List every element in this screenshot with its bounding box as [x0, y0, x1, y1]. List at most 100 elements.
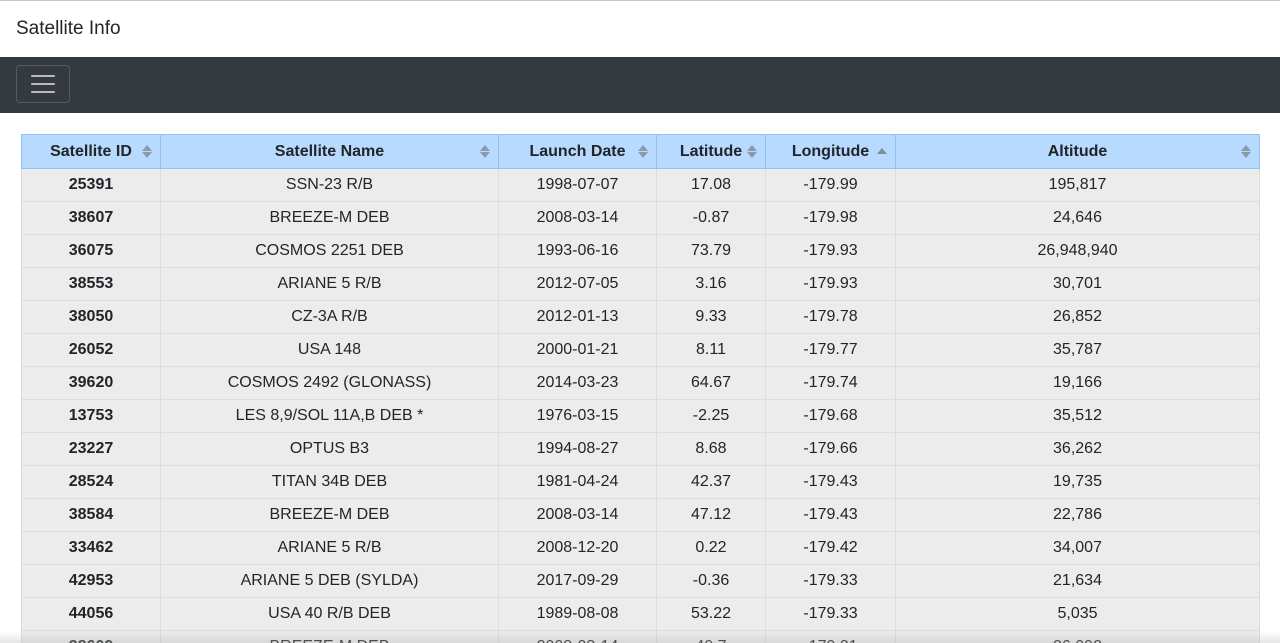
satellite-id-cell: 36075 — [21, 234, 161, 268]
longitude-cell: -179.43 — [765, 498, 896, 532]
longitude-cell: -179.68 — [765, 399, 896, 433]
table-row[interactable]: 26052 USA 148 2000-01-21 8.11 -179.77 35,787 — [21, 333, 1260, 367]
app-header: Satellite Info — [0, 0, 1280, 56]
altitude-cell: 34,007 — [895, 531, 1260, 565]
latitude-cell: 3.16 — [656, 267, 766, 301]
table-row[interactable]: 38050 CZ-3A R/B 2012-01-13 9.33 -179.78 26,85… — [21, 300, 1260, 334]
sort-ascending-icon — [877, 144, 887, 159]
satellite-table: Satellite ID Satellite Name Launch Date Lat… — [21, 134, 1260, 643]
latitude-cell: 17.08 — [656, 168, 766, 202]
column-header-label: Altitude — [1047, 142, 1108, 160]
table-row[interactable]: 39620 COSMOS 2492 (GLONASS) 2014-03-23 64.6… — [21, 366, 1260, 400]
app-title: Satellite Info — [16, 18, 121, 39]
sort-icon — [142, 144, 152, 159]
table-row[interactable]: 38584 BREEZE-M DEB 2008-03-14 47.12 -179.43 2… — [21, 498, 1260, 532]
table-row[interactable]: 38607 BREEZE-M DEB 2008-03-14 -0.87 -179.98 2… — [21, 201, 1260, 235]
table-row[interactable]: 25391 SSN-23 R/B 1998-07-07 17.08 -179.99 195… — [21, 168, 1260, 202]
column-header-label: Satellite ID — [50, 142, 132, 160]
launch-date-cell: 1976-03-15 — [498, 399, 657, 433]
altitude-cell: 19,166 — [895, 366, 1260, 400]
latitude-cell: 64.67 — [656, 366, 766, 400]
longitude-cell: -179.33 — [765, 564, 896, 598]
navbar-toggler-button[interactable] — [16, 65, 70, 103]
satellite-name-cell: BREEZE-M DEB — [160, 201, 499, 235]
launch-date-cell: 2012-07-05 — [498, 267, 657, 301]
satellite-id-cell: 38584 — [21, 498, 161, 532]
launch-date-cell: 2012-01-13 — [498, 300, 657, 334]
altitude-cell: 19,735 — [895, 465, 1260, 499]
launch-date-cell: 2008-03-14 — [498, 630, 657, 643]
satellite-id-cell: 33462 — [21, 531, 161, 565]
table-row[interactable]: 33462 ARIANE 5 R/B 2008-12-20 0.22 -179.42 34… — [21, 531, 1260, 565]
latitude-cell: 73.79 — [656, 234, 766, 268]
latitude-cell: 0.22 — [656, 531, 766, 565]
satellite-name-cell: BREEZE-M DEB — [160, 498, 499, 532]
main-content: Satellite ID Satellite Name Launch Date Lat… — [0, 113, 1280, 643]
altitude-cell: 22,786 — [895, 498, 1260, 532]
satellite-id-cell: 39620 — [21, 366, 161, 400]
satellite-id-cell: 42953 — [21, 564, 161, 598]
satellite-id-cell: 38553 — [21, 267, 161, 301]
latitude-cell: 49.7 — [656, 630, 766, 643]
satellite-id-cell: 38050 — [21, 300, 161, 334]
launch-date-cell: 1998-07-07 — [498, 168, 657, 202]
sort-icon — [1241, 144, 1251, 159]
column-header-latitude[interactable]: Latitude — [656, 134, 766, 169]
column-header-label: Satellite Name — [274, 142, 385, 160]
satellite-id-cell: 13753 — [21, 399, 161, 433]
table-row[interactable]: 28524 TITAN 34B DEB 1981-04-24 42.37 -179.43… — [21, 465, 1260, 499]
altitude-cell: 26,092 — [895, 630, 1260, 643]
table-row[interactable]: 36075 COSMOS 2251 DEB 1993-06-16 73.79 -179.… — [21, 234, 1260, 268]
satellite-name-cell: USA 148 — [160, 333, 499, 367]
satellite-id-cell: 28524 — [21, 465, 161, 499]
satellite-name-cell: OPTUS B3 — [160, 432, 499, 466]
table-row[interactable]: 23227 OPTUS B3 1994-08-27 8.68 -179.66 36,262 — [21, 432, 1260, 466]
column-header-satellite-name[interactable]: Satellite Name — [160, 134, 499, 169]
altitude-cell: 30,701 — [895, 267, 1260, 301]
latitude-cell: 47.12 — [656, 498, 766, 532]
column-header-launch-date[interactable]: Launch Date — [498, 134, 657, 169]
satellite-name-cell: ARIANE 5 DEB (SYLDA) — [160, 564, 499, 598]
longitude-cell: -179.98 — [765, 201, 896, 235]
altitude-cell: 35,512 — [895, 399, 1260, 433]
column-header-longitude[interactable]: Longitude — [765, 134, 896, 169]
launch-date-cell: 2008-03-14 — [498, 498, 657, 532]
satellite-name-cell: LES 8,9/SOL 11A,B DEB * — [160, 399, 499, 433]
longitude-cell: -179.43 — [765, 465, 896, 499]
longitude-cell: -179.31 — [765, 630, 896, 643]
satellite-name-cell: CZ-3A R/B — [160, 300, 499, 334]
column-header-altitude[interactable]: Altitude — [895, 134, 1260, 169]
sort-icon — [747, 144, 757, 159]
column-header-satellite-id[interactable]: Satellite ID — [21, 134, 161, 169]
latitude-cell: 8.68 — [656, 432, 766, 466]
longitude-cell: -179.93 — [765, 267, 896, 301]
satellite-name-cell: COSMOS 2251 DEB — [160, 234, 499, 268]
latitude-cell: 8.11 — [656, 333, 766, 367]
satellite-id-cell: 38609 — [21, 630, 161, 643]
latitude-cell: 9.33 — [656, 300, 766, 334]
satellite-id-cell: 38607 — [21, 201, 161, 235]
launch-date-cell: 1989-08-08 — [498, 597, 657, 631]
table-row[interactable]: 13753 LES 8,9/SOL 11A,B DEB * 1976-03-15 -2… — [21, 399, 1260, 433]
satellite-id-cell: 23227 — [21, 432, 161, 466]
launch-date-cell: 1994-08-27 — [498, 432, 657, 466]
sort-icon — [638, 144, 648, 159]
latitude-cell: -0.87 — [656, 201, 766, 235]
table-row[interactable]: 38553 ARIANE 5 R/B 2012-07-05 3.16 -179.93 30… — [21, 267, 1260, 301]
latitude-cell: -0.36 — [656, 564, 766, 598]
table-row[interactable]: 38609BREEZE-M DEB2008-03-1449.7-179.3126… — [21, 630, 1260, 643]
table-row[interactable]: 44056 USA 40 R/B DEB 1989-08-08 53.22 -179.3… — [21, 597, 1260, 631]
latitude-cell: 53.22 — [656, 597, 766, 631]
navbar — [0, 57, 1280, 113]
satellite-id-cell: 44056 — [21, 597, 161, 631]
altitude-cell: 195,817 — [895, 168, 1260, 202]
table-header-row: Satellite ID Satellite Name Launch Date Lat… — [21, 134, 1260, 169]
launch-date-cell: 2008-12-20 — [498, 531, 657, 565]
altitude-cell: 5,035 — [895, 597, 1260, 631]
latitude-cell: 42.37 — [656, 465, 766, 499]
table-row[interactable]: 42953 ARIANE 5 DEB (SYLDA) 2017-09-29 -0.36… — [21, 564, 1260, 598]
satellite-name-cell: ARIANE 5 R/B — [160, 267, 499, 301]
launch-date-cell: 2000-01-21 — [498, 333, 657, 367]
column-header-label: Latitude — [679, 142, 743, 160]
altitude-cell: 24,646 — [895, 201, 1260, 235]
